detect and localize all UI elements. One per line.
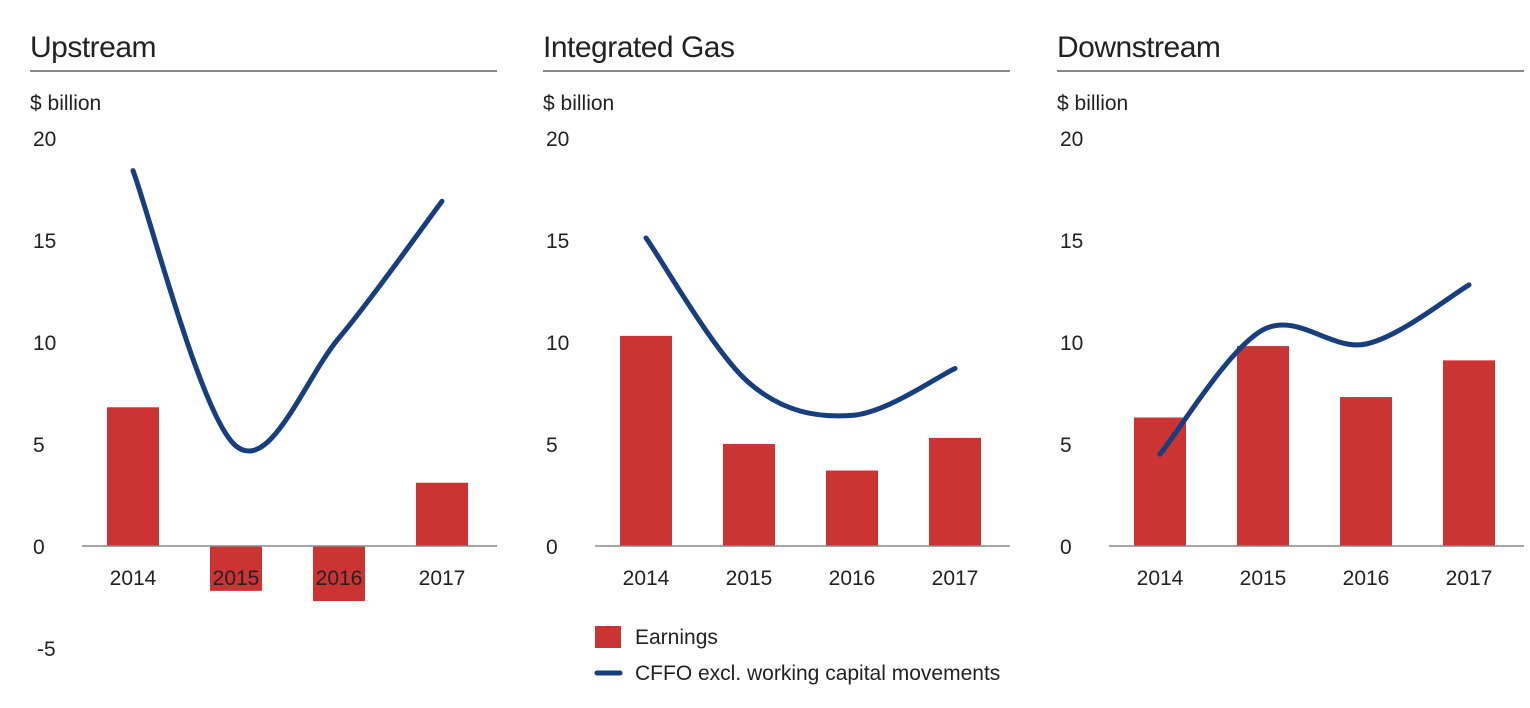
y-tick-label: 10 xyxy=(33,332,56,355)
chart-title: Upstream xyxy=(30,31,156,64)
y-tick-label: 15 xyxy=(33,230,56,253)
x-tick-label: 2016 xyxy=(829,567,876,590)
earnings-bar xyxy=(1340,397,1392,546)
cffo-line xyxy=(643,235,958,419)
y-tick-label: 20 xyxy=(33,128,56,151)
x-tick-labels: 2014 2015 2016 2017 xyxy=(623,567,979,590)
y-tick-label: 20 xyxy=(546,128,569,151)
unit-label: $ billion xyxy=(543,92,614,115)
x-tick-label: 2017 xyxy=(932,567,979,590)
y-tick-labels: 20 15 10 5 0 xyxy=(1060,128,1083,559)
earnings-bar xyxy=(620,335,672,546)
earnings-bars xyxy=(107,407,468,602)
earnings-bar xyxy=(313,546,365,602)
y-tick-label: 0 xyxy=(33,536,45,559)
earnings-bar xyxy=(723,444,775,546)
y-tick-label: 10 xyxy=(1060,332,1083,355)
y-tick-label: 15 xyxy=(1060,230,1083,253)
cffo-line xyxy=(1157,282,1472,457)
earnings-bar xyxy=(210,546,262,591)
x-tick-labels: 2014 2015 2016 2017 xyxy=(1137,567,1493,590)
x-tick-label: 2017 xyxy=(419,567,466,590)
chart-title: Integrated Gas xyxy=(543,31,734,64)
x-tick-label: 2016 xyxy=(316,567,363,590)
y-tick-label: 10 xyxy=(546,332,569,355)
y-tick-label: 5 xyxy=(1060,434,1072,457)
x-tick-label: 2014 xyxy=(623,567,670,590)
legend-swatch-earnings xyxy=(595,626,621,648)
y-tick-label: 0 xyxy=(1060,536,1072,559)
earnings-bars xyxy=(1134,346,1495,546)
earnings-bar xyxy=(416,482,468,546)
y-tick-label: -5 xyxy=(37,638,56,661)
earnings-bar xyxy=(107,407,159,546)
legend-label-earnings: Earnings xyxy=(635,626,718,649)
unit-label: $ billion xyxy=(1057,92,1128,115)
cffo-line xyxy=(130,168,445,454)
x-tick-label: 2016 xyxy=(1343,567,1390,590)
y-tick-label: 20 xyxy=(1060,128,1083,151)
x-tick-label: 2015 xyxy=(213,567,260,590)
y-tick-label: 0 xyxy=(546,536,558,559)
earnings-bar xyxy=(929,437,981,546)
earnings-bars xyxy=(620,335,981,546)
earnings-bar xyxy=(1237,346,1289,546)
y-tick-label: 15 xyxy=(546,230,569,253)
y-tick-labels: 20 15 10 5 0 xyxy=(546,128,569,559)
x-tick-labels: 2014 2015 2016 2017 xyxy=(110,567,466,590)
legend: Earnings CFFO excl. working capital move… xyxy=(594,626,1000,685)
x-tick-label: 2017 xyxy=(1446,567,1493,590)
chart-title: Downstream xyxy=(1057,31,1220,64)
y-tick-label: 5 xyxy=(33,434,45,457)
earnings-bar xyxy=(1134,417,1186,546)
earnings-bar xyxy=(1443,360,1495,546)
x-tick-label: 2014 xyxy=(1137,567,1184,590)
x-tick-label: 2015 xyxy=(1240,567,1287,590)
x-tick-label: 2014 xyxy=(110,567,157,590)
unit-label: $ billion xyxy=(30,92,101,115)
x-tick-label: 2015 xyxy=(726,567,773,590)
y-tick-label: 5 xyxy=(546,434,558,457)
y-tick-labels: 20 15 10 5 0 -5 xyxy=(33,128,56,661)
legend-label-cffo: CFFO excl. working capital movements xyxy=(635,662,1000,685)
earnings-bar xyxy=(826,470,878,546)
